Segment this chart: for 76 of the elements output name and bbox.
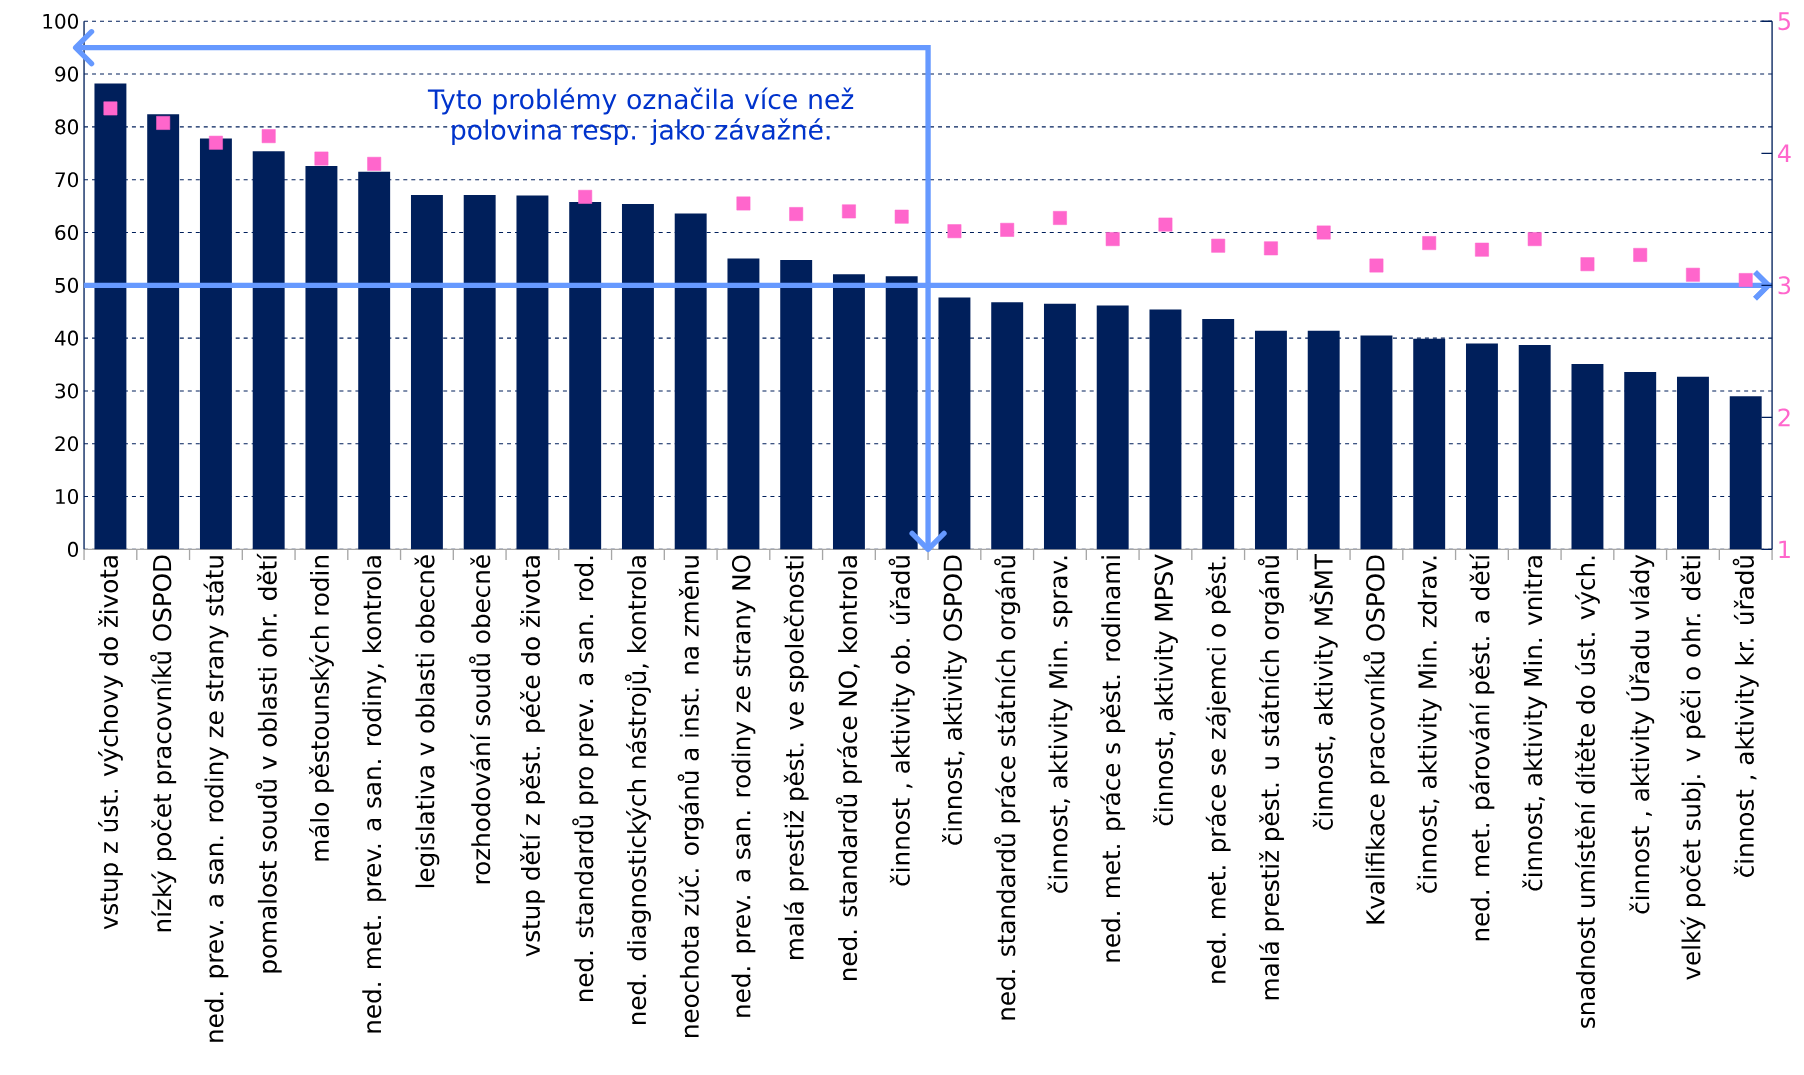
- point: [156, 116, 171, 130]
- y2-tick-label: 1: [1779, 540, 1790, 559]
- point: [1422, 236, 1437, 251]
- y-tick-label: 0: [67, 541, 79, 558]
- point: [261, 129, 276, 144]
- x-tick-label: ned. standardů práce státních orgánů: [994, 556, 1021, 1020]
- y2-tick-label: 4: [1777, 144, 1791, 163]
- y-tick-label: 50: [55, 277, 79, 293]
- x-tick-label: malá prestiž pěst. u státních orgánů: [1257, 556, 1284, 1000]
- x-tick-label: ned. diagnostických nástrojů, kontrola: [624, 556, 651, 1025]
- y-tick-label: 70: [55, 172, 79, 188]
- point: [1633, 248, 1648, 262]
- x-tick-label: pomalost soudů v oblasti ohr. dětí: [255, 553, 282, 973]
- y-tick-label: 40: [54, 330, 79, 346]
- x-tick-label: činnost, aktivity MPSV: [1153, 554, 1178, 826]
- point: [314, 151, 329, 166]
- point: [1211, 238, 1226, 253]
- point: [1105, 232, 1120, 247]
- x-tick-label: činnost , aktivity kr. úřadů: [1732, 556, 1759, 877]
- point: [736, 196, 751, 211]
- x-tick-label: činnost , aktivity Úřadu vlády: [1626, 554, 1655, 914]
- point: [367, 157, 382, 171]
- y-tick-label: 80: [55, 119, 79, 135]
- y-tick-label: 100: [43, 13, 79, 29]
- point: [1580, 257, 1595, 272]
- y-tick-label: 10: [56, 489, 79, 505]
- x-tick-label: ned. met. párování pěst. a dětí: [1469, 553, 1495, 941]
- point: [947, 224, 962, 239]
- x-tick-label: snadnost umístění dítěte do úst. vých.: [1575, 556, 1600, 1028]
- x-tick-label: činnost, aktivity OSPOD: [942, 555, 967, 845]
- x-tick-label: málo pěstounských rodin: [309, 556, 334, 861]
- x-tick-label: činnost, aktivity Min. vnitra: [1522, 556, 1548, 891]
- x-tick-label: ned. met. práce s pěst. rodinami: [1100, 556, 1126, 962]
- y-tick-label: 20: [55, 436, 79, 452]
- point: [1527, 232, 1542, 247]
- point: [1369, 258, 1384, 273]
- x-tick-label: velký počet subj. v péči o ohr. děti: [1680, 556, 1706, 980]
- x-tick-label: legislativa v oblasti obecně: [414, 555, 440, 888]
- point: [209, 135, 223, 150]
- annotation: Tyto problémy označila více než polovina resp. jako závažné.: [427, 87, 854, 146]
- x-tick-label: ned. prev. a san. rodiny ze strany státu: [203, 556, 229, 1042]
- y2-tick-label: 5: [1778, 12, 1790, 31]
- point: [1738, 273, 1753, 288]
- y2-tick-label: 2: [1778, 408, 1790, 427]
- x-tick-label: ned. prev. a san. rodiny ze strany NO: [731, 555, 756, 1017]
- point: [789, 207, 804, 222]
- point: [1053, 211, 1067, 225]
- x-tick-label: činnost , aktivity ob. úřadů: [888, 556, 915, 886]
- x-tick-label: vstup z úst. výchovy do života: [98, 556, 123, 930]
- x-tick-label: činnost, aktivity Min. sprav.: [1047, 556, 1073, 893]
- point: [842, 204, 856, 219]
- point: [578, 190, 593, 204]
- y-tick-label: 90: [55, 66, 79, 82]
- point: [1000, 223, 1015, 237]
- point: [1475, 242, 1489, 257]
- point: [1316, 225, 1331, 240]
- point: [1686, 267, 1700, 282]
- point: [1158, 217, 1173, 232]
- x-tick-label: činnost, aktivity Min. zdrav.: [1416, 556, 1442, 893]
- y-tick-label: 60: [55, 225, 79, 241]
- x-tick-label: činnost, aktivity MŠMT: [1309, 554, 1338, 830]
- x-tick-label: ned. met. prev. a san. rodiny, kontrola: [362, 556, 387, 1033]
- x-tick-label: vstup dětí z pěst. péče do života: [520, 556, 545, 957]
- y-tick-label: 30: [55, 383, 79, 399]
- point: [103, 101, 118, 116]
- point: [1264, 241, 1278, 256]
- x-tick-label: ned. met. práce se zájemci o pěst.: [1205, 556, 1231, 983]
- x-tick-label: neochota zúč. orgánů a inst. na změnu: [677, 556, 704, 1037]
- x-tick-label: nízký počet pracovníků OSPOD: [150, 555, 177, 932]
- x-tick-label: malá prestiž pěst. ve společnosti: [783, 556, 809, 960]
- x-tick-label: ned. standardů pro prev. a san. rod.: [572, 556, 599, 1002]
- x-tick-label: rozhodování soudů obecně: [469, 555, 491, 884]
- x-tick-label: Kvalifikace pracovníků OSPOD: [1363, 555, 1390, 924]
- point: [894, 209, 909, 224]
- y2-tick-label: 3: [1778, 276, 1791, 295]
- x-tick-label: ned. standardů práce NO, kontrola: [835, 556, 862, 981]
